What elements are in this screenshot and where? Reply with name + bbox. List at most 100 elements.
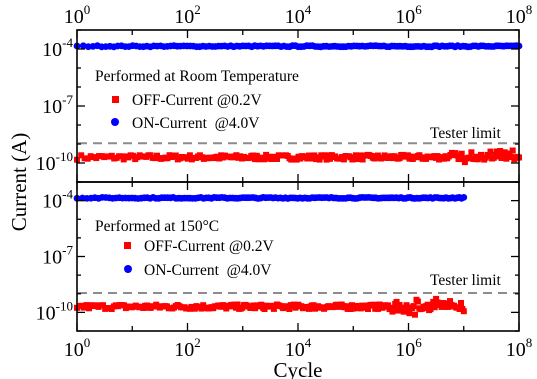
top-off-current-point [261, 156, 268, 163]
top-ytick-label: 10-4 [42, 35, 73, 61]
top-off-current-point [323, 156, 330, 163]
top-off-current-point [485, 153, 492, 159]
top-off-current-point [327, 155, 333, 162]
bottom-off-current-point [370, 301, 377, 308]
bottom-ytick-label: 10-10 [36, 298, 73, 324]
bottom-xtick-label: 108 [506, 335, 533, 361]
bottom-off-current-point [234, 301, 241, 308]
top-off-current-point [509, 147, 516, 154]
bottom-off-current-point [270, 305, 277, 312]
top-off-current-point [340, 156, 347, 163]
top-off-current-point [487, 148, 494, 155]
x-axis-title: Cycle [274, 358, 323, 379]
top-off-current-point [466, 154, 473, 161]
bottom-off-current-point [440, 300, 446, 306]
bottom-off-current-point [393, 298, 400, 305]
top-off-current-point [495, 153, 502, 160]
top-off-current-point [311, 152, 318, 159]
top-off-current-point [252, 156, 258, 163]
bottom-off-current-point [424, 301, 431, 308]
top-off-current-point [81, 155, 88, 162]
top-off-current-point [501, 149, 508, 156]
bottom-panel-annotation: Performed at 150°C [95, 218, 219, 235]
bottom-tester-limit-label: Tester limit [430, 272, 501, 289]
top-off-current-point [164, 155, 171, 162]
bottom-legend-off-label: OFF-Current @0.2V [144, 238, 274, 255]
top-off-current-point [457, 156, 464, 163]
top-off-current-point [458, 150, 465, 157]
top-off-current-point [186, 152, 193, 159]
top-xtick-label: 106 [395, 2, 422, 28]
top-off-current-point [325, 152, 332, 159]
tester-limit-layer [78, 142, 518, 294]
bottom-off-current-point [412, 311, 418, 318]
top-legend-on-marker [111, 118, 119, 126]
bottom-xtick-label: 106 [395, 335, 422, 361]
bottom-off-current-point [390, 304, 397, 311]
top-panel-annotation: Performed at Room Temperature [95, 68, 299, 85]
top-off-current-point [129, 152, 136, 159]
top-off-current-point [453, 152, 460, 159]
bottom-off-current-point [403, 302, 410, 309]
top-panel-legend: Performed at Room Temperature OFF-Curren… [95, 68, 299, 132]
data-points-layer [73, 42, 523, 318]
top-off-current-point [352, 152, 359, 159]
bottom-off-current-point [233, 304, 239, 311]
top-off-current-point [78, 152, 85, 159]
top-off-current-point [497, 148, 504, 154]
top-off-current-point [216, 155, 223, 162]
bottom-xtick-label: 102 [174, 335, 201, 361]
bottom-off-current-point [198, 305, 205, 312]
top-off-current-point [351, 156, 358, 163]
tick-labels-layer: 10-10 10-7 10-4 10-10 10-7 10-4 100 102 104 106 10… [36, 2, 533, 361]
bottom-off-current-point [389, 308, 396, 315]
bottom-legend-on-marker [124, 265, 132, 273]
top-ytick-label: 10-10 [36, 149, 73, 175]
top-off-current-point [493, 148, 500, 155]
top-off-current-point [184, 155, 191, 162]
bottom-off-current-point [100, 302, 106, 309]
bottom-off-current-point [385, 302, 392, 309]
bottom-off-current-point [410, 303, 417, 310]
top-off-current-point [321, 152, 328, 159]
top-off-current-point [172, 152, 179, 159]
bottom-ytick-label: 10-7 [42, 243, 73, 269]
bottom-xtick-label: 104 [285, 335, 312, 361]
top-off-current-point [118, 153, 125, 160]
top-off-current-point [508, 154, 515, 160]
top-off-current-point [359, 156, 366, 163]
bottom-off-current-point [460, 308, 467, 315]
bottom-off-current-point [400, 308, 407, 315]
top-legend-off-marker [112, 96, 119, 103]
top-xtick-label: 100 [64, 2, 91, 28]
bottom-panel-legend: Performed at 150°C OFF-Current @0.2V ON-… [95, 218, 274, 279]
bottom-on-current-point [460, 194, 468, 201]
top-off-current-point [357, 152, 364, 159]
bottom-off-current-point [261, 306, 268, 312]
top-off-current-point [263, 151, 270, 158]
bottom-off-current-point [433, 295, 440, 302]
y-axis-title: Current (A) [7, 133, 31, 232]
bottom-ytick-label: 10-4 [42, 187, 73, 213]
top-off-current-point [316, 156, 323, 163]
top-off-current-point [396, 155, 403, 162]
top-off-current-point [434, 153, 441, 160]
top-off-current-point [506, 150, 513, 157]
top-xtick-label: 104 [285, 2, 312, 28]
bottom-off-current-point [447, 298, 453, 305]
bottom-off-current-point [83, 302, 90, 309]
bottom-off-current-point [86, 305, 92, 312]
bottom-off-current-point [431, 304, 438, 311]
bottom-legend-on-label: ON-Current @4.0V [144, 262, 272, 279]
top-off-current-point [461, 159, 468, 166]
bottom-off-current-point [231, 301, 238, 308]
top-off-current-point [404, 152, 411, 159]
bottom-off-current-point [458, 300, 464, 306]
bottom-off-current-point [406, 310, 413, 317]
top-tester-limit-label: Tester limit [430, 125, 501, 142]
top-off-current-point [274, 156, 280, 162]
top-off-current-point [468, 149, 475, 156]
top-off-current-point [492, 151, 499, 158]
